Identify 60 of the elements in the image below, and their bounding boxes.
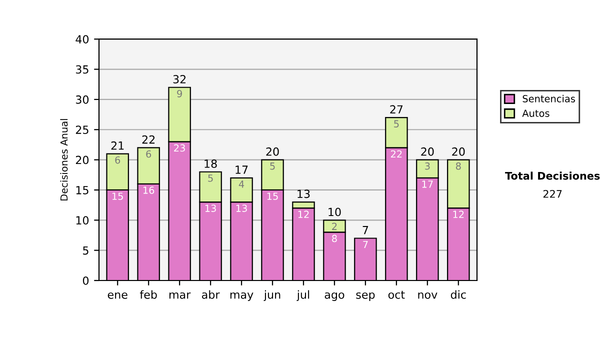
data-label: 7 bbox=[363, 240, 368, 248]
total-label: 20 bbox=[452, 147, 465, 156]
total-label: 22 bbox=[142, 135, 155, 144]
x-tick-label: sep bbox=[356, 292, 375, 301]
data-label: 13 bbox=[205, 204, 216, 212]
total-label: 21 bbox=[111, 141, 124, 150]
data-label: 15 bbox=[267, 192, 278, 200]
total-label: 18 bbox=[204, 160, 217, 168]
y-tick-label: 5 bbox=[83, 246, 88, 255]
x-tick-label: ene bbox=[108, 292, 128, 299]
text: 227 bbox=[543, 190, 562, 198]
x-tick-label: oct bbox=[388, 290, 405, 299]
x-tick-label: nov bbox=[418, 292, 438, 299]
data-label: 12 bbox=[298, 210, 309, 218]
data-label: 5 bbox=[394, 120, 399, 128]
data-label: 5 bbox=[270, 162, 275, 170]
data-label: 9 bbox=[177, 90, 182, 98]
y-axis-title: Decisiones Anual bbox=[60, 119, 68, 200]
y-tick-label: 25 bbox=[76, 126, 88, 134]
data-label: 6 bbox=[146, 150, 152, 158]
total-label: 32 bbox=[173, 75, 186, 84]
data-label: 23 bbox=[174, 144, 185, 152]
total-label: 10 bbox=[328, 208, 341, 216]
data-label: 17 bbox=[422, 180, 433, 188]
data-label: 12 bbox=[453, 210, 464, 218]
total-label: 20 bbox=[266, 147, 279, 156]
data-label: 16 bbox=[143, 186, 154, 194]
y-tick-label: 35 bbox=[76, 65, 88, 74]
data-label: 2 bbox=[332, 222, 337, 230]
total-label: 20 bbox=[421, 147, 434, 156]
total-label: 7 bbox=[362, 226, 368, 234]
x-tick-label: may bbox=[230, 292, 254, 301]
text: Total Decisiones bbox=[505, 172, 600, 180]
total-label: 13 bbox=[298, 190, 310, 198]
x-tick-label: ago bbox=[324, 292, 344, 301]
data-label: 15 bbox=[112, 192, 123, 200]
data-label: 8 bbox=[456, 162, 461, 170]
data-label: 22 bbox=[390, 150, 402, 158]
y-tick-label: 20 bbox=[76, 156, 89, 164]
total-label: 17 bbox=[236, 166, 248, 174]
x-tick-label: feb bbox=[140, 290, 157, 299]
y-tick-label: 30 bbox=[76, 95, 89, 104]
data-label: 5 bbox=[208, 174, 213, 182]
data-label: 13 bbox=[236, 204, 247, 212]
x-tick-label: dic bbox=[450, 290, 466, 299]
data-label: 8 bbox=[332, 234, 337, 242]
data-label: 6 bbox=[115, 156, 120, 164]
y-tick-label: 40 bbox=[76, 35, 89, 44]
x-tick-label: mar bbox=[169, 292, 191, 299]
y-tick-label: 0 bbox=[82, 276, 89, 285]
x-tick-label: jun bbox=[264, 290, 280, 301]
legend-label: Autos bbox=[522, 110, 550, 117]
y-tick-label: 10 bbox=[76, 216, 89, 225]
total-label: 27 bbox=[390, 105, 403, 114]
data-label: 3 bbox=[425, 162, 430, 170]
data-label: 4 bbox=[238, 180, 244, 188]
legend-label: Sentencias bbox=[522, 94, 576, 102]
y-tick-label: 15 bbox=[76, 186, 88, 194]
x-tick-label: abr bbox=[202, 290, 220, 299]
x-tick-label: jul bbox=[296, 290, 310, 301]
